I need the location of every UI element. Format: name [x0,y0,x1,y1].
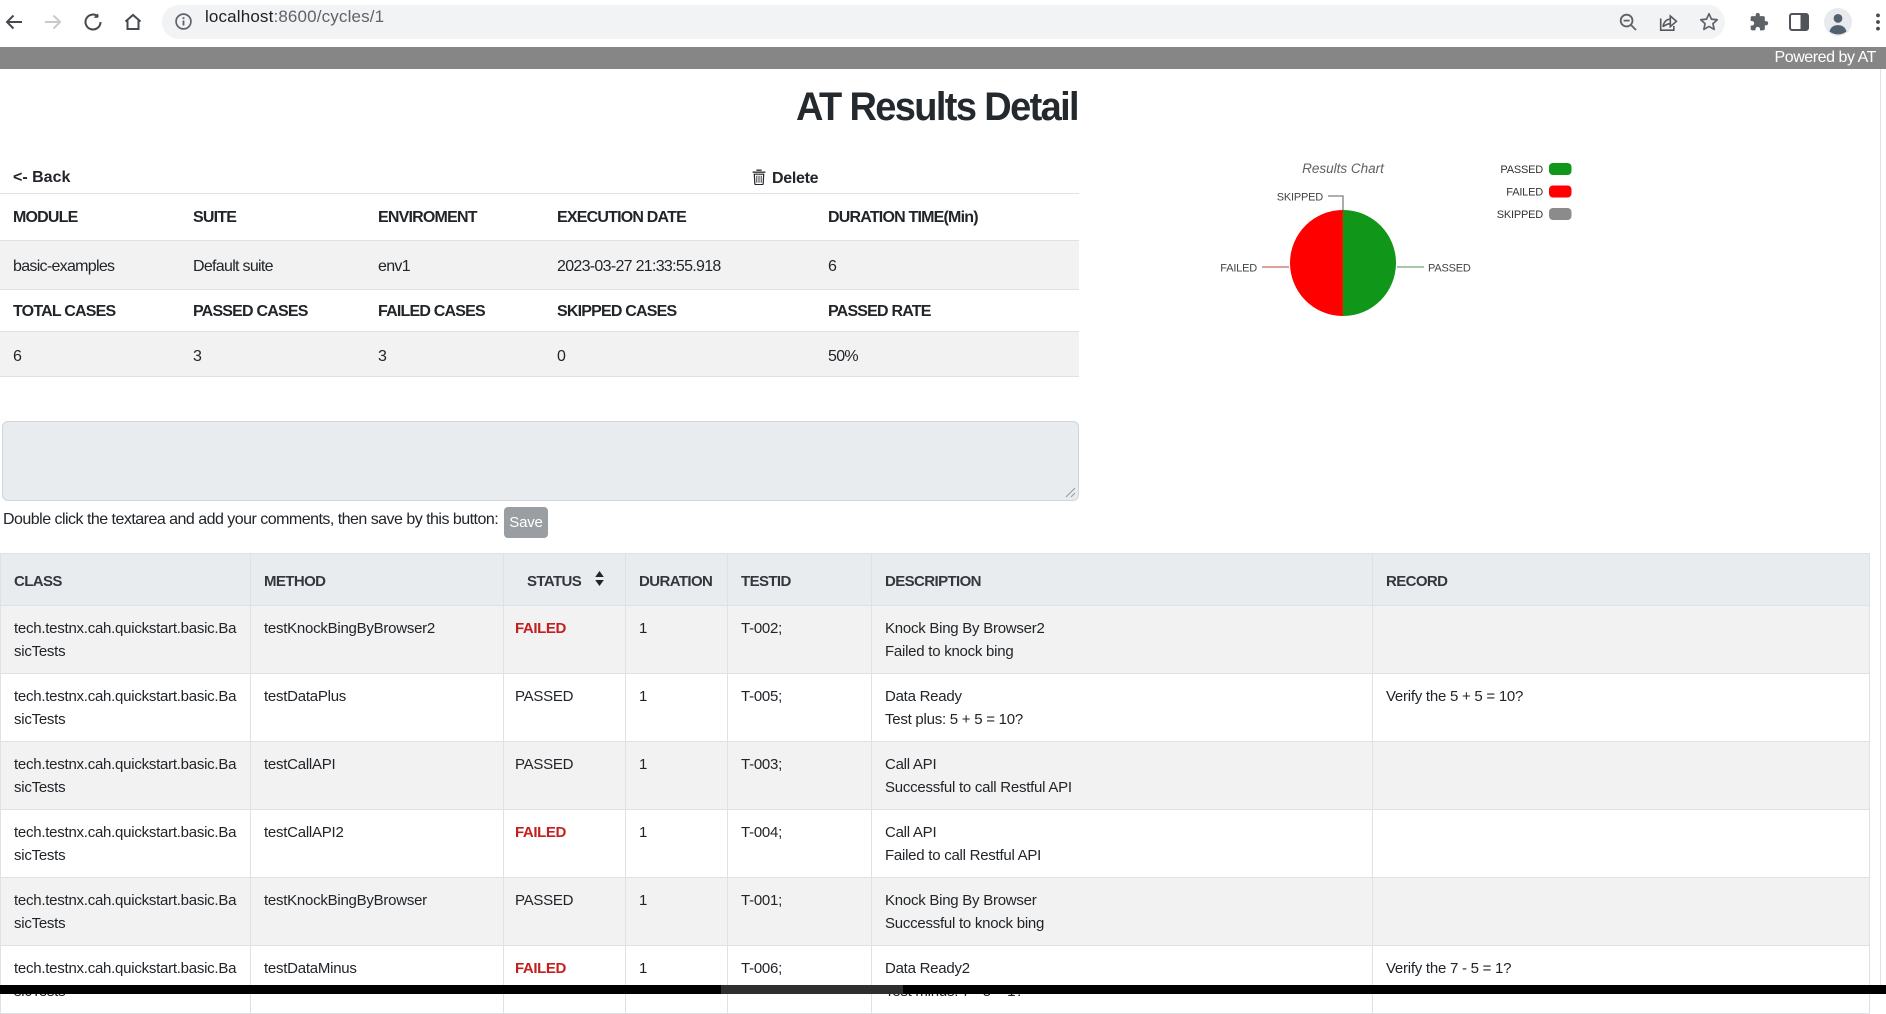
svg-text:FAILED: FAILED [1220,263,1257,275]
svg-text:PASSED: PASSED [1428,263,1471,275]
svg-text:SKIPPED: SKIPPED [1277,192,1324,204]
svg-text:Results Chart: Results Chart [1302,161,1385,176]
svg-text:SKIPPED: SKIPPED [1497,209,1544,221]
svg-text:FAILED: FAILED [1506,187,1543,199]
svg-text:PASSED: PASSED [1500,164,1543,176]
